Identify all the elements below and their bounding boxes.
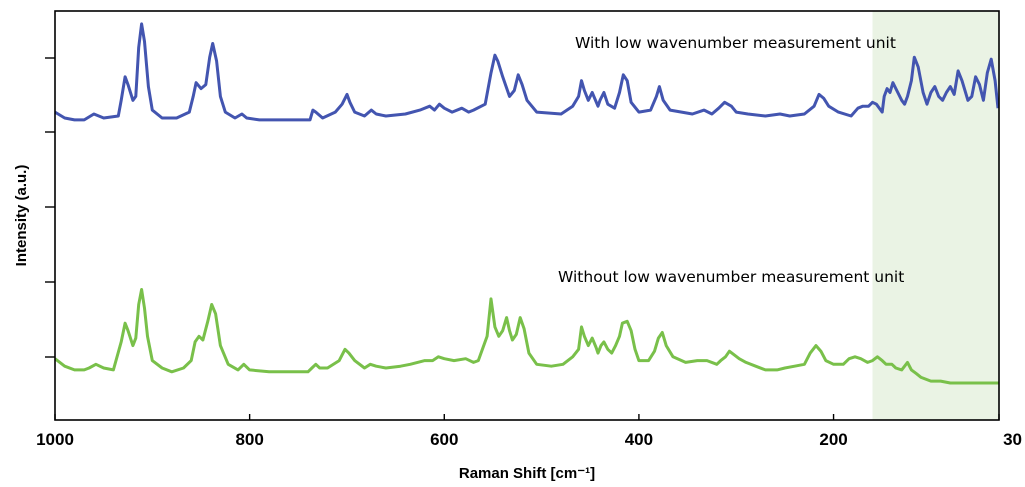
x-tick-label: 800 xyxy=(235,430,263,449)
x-axis-ticks: 1000 800 600 400 200 30 xyxy=(36,414,1022,449)
low-wavenumber-highlight-region xyxy=(872,11,999,420)
x-tick-label: 30 xyxy=(1003,430,1022,449)
x-tick-label: 600 xyxy=(430,430,458,449)
x-tick-label: 400 xyxy=(625,430,653,449)
x-tick-label: 1000 xyxy=(36,430,74,449)
series-line-without-low-wavenumber-unit xyxy=(54,288,999,385)
series-annotation-without: Without low wavenumber measurement unit xyxy=(558,268,904,286)
series-line-with-low-wavenumber-unit xyxy=(54,22,1000,122)
x-tick-label: 200 xyxy=(819,430,847,449)
series-annotation-with: With low wavenumber measurement unit xyxy=(575,34,896,52)
y-axis-title: Intensity (a.u.) xyxy=(13,165,30,267)
plot-area-frame xyxy=(54,10,1000,421)
x-axis-title: Raman Shift [cm⁻¹] xyxy=(459,465,595,482)
y-axis-ticks xyxy=(45,57,55,358)
